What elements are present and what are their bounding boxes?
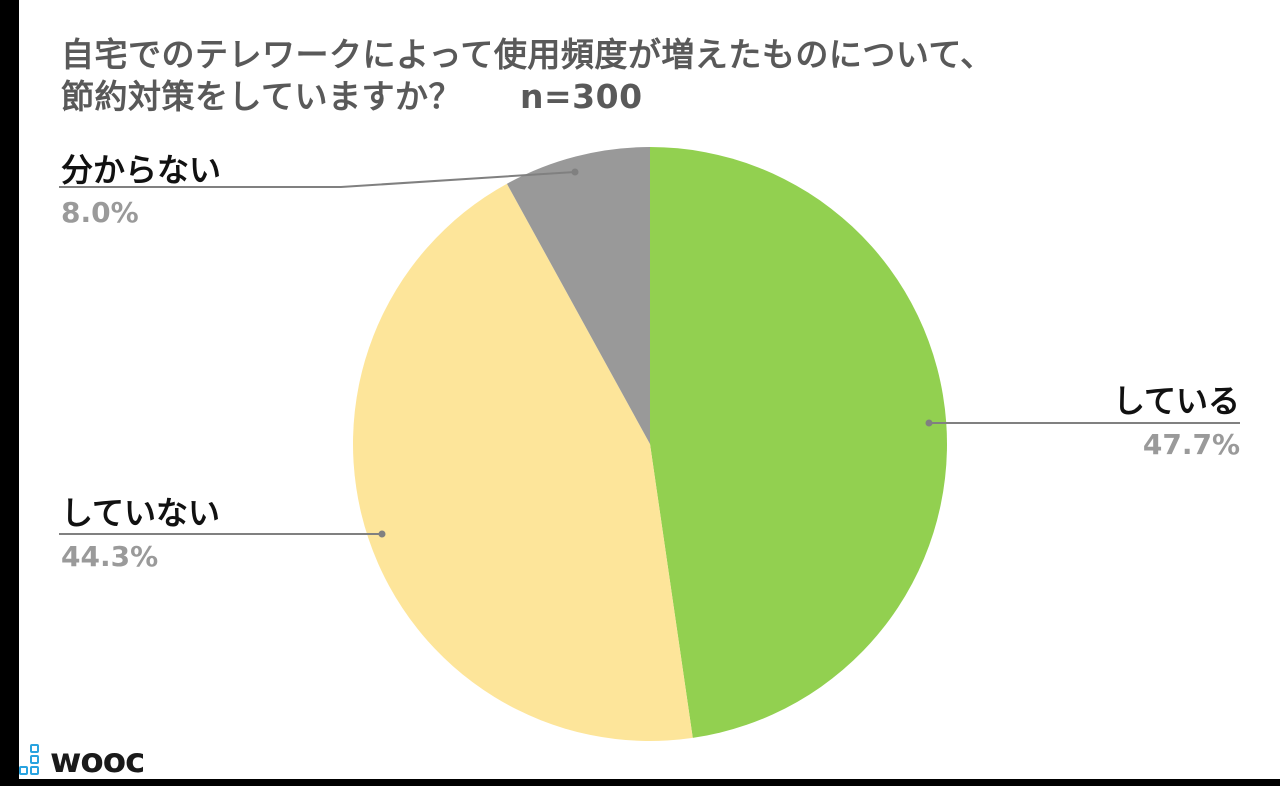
chart-title: 自宅でのテレワークによって使用頻度が増えたものについて、 節約対策をしていますか？… [61,34,994,118]
leader-line-wakaranai [59,171,576,188]
title-line-2: 節約対策をしていますか？ [61,77,463,116]
leader-line-shiteinai-dot [378,530,386,538]
leader-line-wakaranai-dot [571,168,579,176]
chart-canvas: 自宅でのテレワークによって使用頻度が増えたものについて、 節約対策をしていますか？… [19,0,1280,779]
value-wakaranai: 8.0% [61,196,139,229]
slice-shiteinai [352,183,693,742]
title-line-1: 自宅でのテレワークによって使用頻度が増えたものについて、 [61,35,994,74]
value-shiteinai: 44.3% [61,540,159,573]
logo-wordmark: wooc [50,741,145,779]
wooc-logo: wooc [19,741,170,779]
value-shiteiru: 47.7% [1142,428,1240,461]
sample-size-label: n=300 [520,77,643,116]
pie-chart [59,146,1240,742]
leader-line-shiteiru-dot [925,419,933,427]
label-shiteiru: している [1112,382,1240,420]
slice-wakaranai [506,147,650,444]
label-wakaranai: 分からない [61,151,222,189]
slice-shiteiru [650,146,948,738]
label-shiteinai: していない [61,494,221,532]
